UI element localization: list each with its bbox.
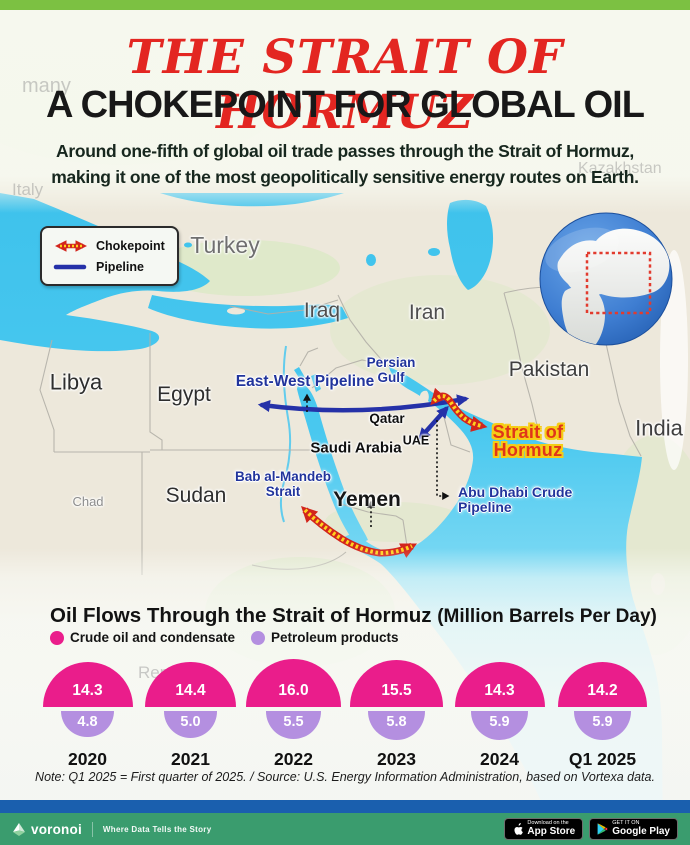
legend-row-chokepoint: Chokepoint bbox=[52, 235, 165, 256]
chart-units: (Million Barrels Per Day) bbox=[437, 606, 657, 627]
globe-inset bbox=[539, 212, 673, 346]
nile-river bbox=[280, 345, 292, 523]
dome-products: 5.5 bbox=[265, 711, 322, 739]
year-label: 2022 bbox=[274, 749, 313, 769]
apple-icon bbox=[514, 822, 524, 835]
dome-crude: 14.3 bbox=[454, 662, 545, 707]
dome-products: 5.8 bbox=[367, 711, 426, 740]
map-legend: Chokepoint Pipeline bbox=[40, 226, 179, 286]
chokepoint-legend-label: Chokepoint bbox=[96, 238, 165, 253]
gplay-badge[interactable]: GET IT ON Google Play bbox=[589, 818, 678, 840]
year-label: 2020 bbox=[68, 749, 107, 769]
dome-products: 5.9 bbox=[470, 711, 529, 740]
globe-highlight-rect bbox=[585, 251, 652, 315]
appstore-badge[interactable]: Download on the App Store bbox=[504, 818, 584, 840]
description-line-2: making it one of the most geopolitically… bbox=[51, 167, 639, 187]
legend-item-crude: Crude oil and condensate bbox=[50, 630, 235, 645]
pipeline-legend-label: Pipeline bbox=[96, 259, 144, 274]
pipeline-icon bbox=[53, 264, 87, 269]
year-label: Q1 2025 bbox=[568, 749, 637, 769]
chokepoint-icon bbox=[54, 239, 88, 252]
page-title: THE STRAIT OF HORMUZ bbox=[126, 30, 564, 140]
footer-divider bbox=[91, 821, 93, 837]
chart-legend: Crude oil and condensate Petroleum produ… bbox=[50, 630, 399, 645]
crude-dot-icon bbox=[50, 630, 64, 645]
page-subtitle: A CHOKEPOINT FOR GLOBAL OIL bbox=[46, 84, 645, 126]
dome-products: 5.0 bbox=[163, 711, 218, 738]
note-text: Note: Q1 2025 = First quarter of 2025. /… bbox=[35, 770, 655, 784]
cyprus-island bbox=[227, 307, 245, 315]
dome-crude: 14.2 bbox=[557, 662, 648, 707]
dome-crude: 14.4 bbox=[145, 661, 236, 707]
faint-label-kazakhstan: Kazakhstan bbox=[578, 160, 662, 177]
top-accent-bar bbox=[0, 0, 690, 10]
header-overlay bbox=[0, 8, 690, 213]
strait-of-hormuz-label: Strait of Hormuz bbox=[492, 422, 564, 460]
dome-products: 5.9 bbox=[573, 711, 632, 740]
description-line-1: Around one-fifth of global oil trade pas… bbox=[56, 141, 634, 161]
year-label: 2021 bbox=[171, 749, 210, 769]
legend-item-products: Petroleum products bbox=[251, 630, 399, 645]
year-label: 2024 bbox=[480, 749, 519, 769]
footer-blue-bar bbox=[0, 800, 690, 813]
dome-products: 4.8 bbox=[61, 711, 114, 738]
dome-crude: 16.0 bbox=[245, 659, 342, 707]
pointer-lines bbox=[303, 393, 450, 527]
brand-name: voronoi bbox=[31, 821, 82, 837]
chart-title: Oil Flows Through the Strait of Hormuz (… bbox=[50, 604, 657, 627]
voronoi-logo: voronoi bbox=[12, 822, 82, 837]
play-icon bbox=[597, 823, 608, 835]
faint-label-many: many bbox=[22, 75, 71, 97]
dome-crude: 15.5 bbox=[349, 660, 444, 707]
dome-crude: 14.3 bbox=[42, 662, 133, 707]
chart-column-2024: 14.3 5.9 2024 bbox=[448, 659, 551, 770]
chart-column-2020: 14.3 4.8 2020 bbox=[36, 659, 139, 770]
footer: voronoi Where Data Tells the Story Downl… bbox=[0, 813, 690, 845]
chart-columns: 14.3 4.8 2020 14.4 5.0 2021 16.0 5.5 2022 15.5 5.8… bbox=[36, 659, 654, 770]
brand-tagline: Where Data Tells the Story bbox=[102, 824, 212, 834]
chart-column-2022: 16.0 5.5 2022 bbox=[242, 659, 345, 770]
chart-column-q1-2025: 14.2 5.9 Q1 2025 bbox=[551, 659, 654, 770]
chart-column-2023: 15.5 5.8 2023 bbox=[345, 659, 448, 770]
voronoi-leaf-icon bbox=[13, 822, 25, 836]
year-label: 2023 bbox=[377, 749, 416, 769]
products-dot-icon bbox=[251, 630, 266, 645]
chart-column-2021: 14.4 5.0 2021 bbox=[139, 659, 242, 770]
legend-row-pipeline: Pipeline bbox=[52, 256, 165, 277]
faint-label-italy: Italy bbox=[12, 180, 44, 199]
